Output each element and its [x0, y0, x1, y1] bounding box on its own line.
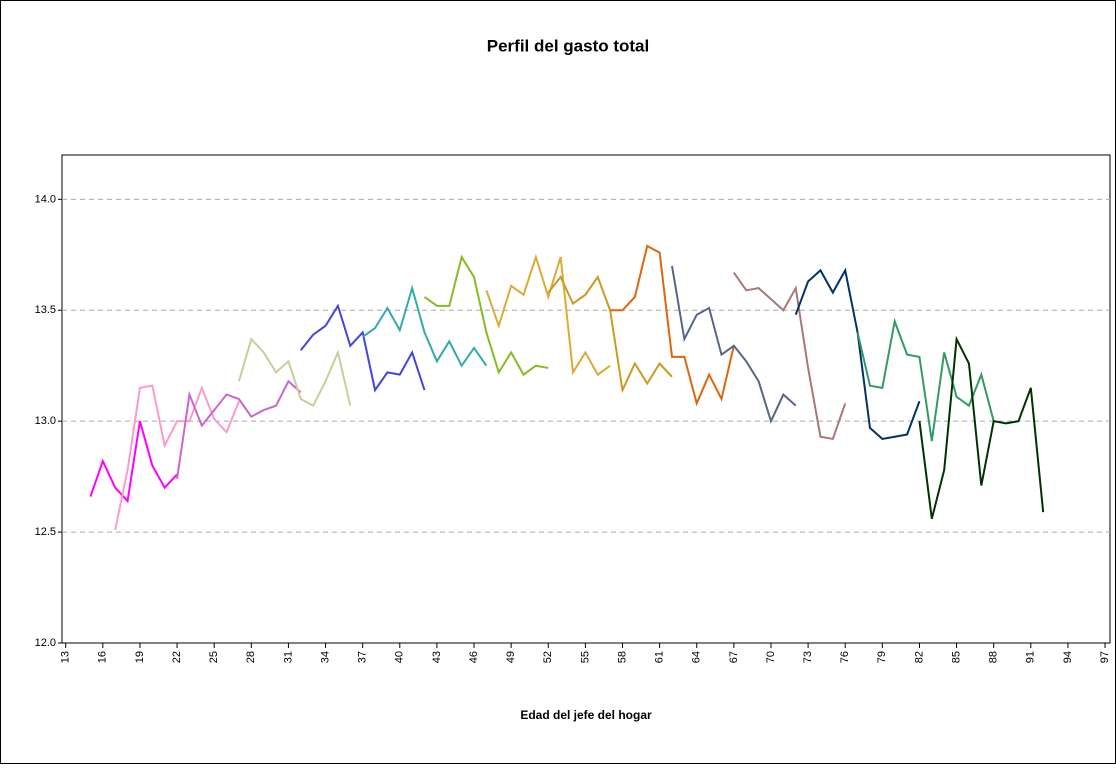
- series-line: [733, 271, 847, 441]
- x-tick-label: 19: [134, 651, 146, 663]
- series-line: [237, 337, 352, 408]
- series-line: [423, 254, 549, 377]
- x-tick-label: 16: [97, 651, 109, 663]
- x-tick-label: 34: [319, 651, 331, 663]
- x-tick-label: 88: [988, 651, 1000, 663]
- series-line: [114, 384, 240, 531]
- series-line: [362, 284, 488, 368]
- x-tick-label: 61: [654, 651, 666, 663]
- x-axis-label: Edad del jefe del hogar: [520, 708, 652, 722]
- x-tick-label: 28: [245, 651, 257, 663]
- x-tick-label: 67: [728, 651, 740, 663]
- y-tick-label: 12.5: [35, 526, 56, 538]
- x-tick-label: 43: [431, 651, 443, 663]
- x-tick-label: 52: [542, 651, 554, 663]
- x-tick-label: 40: [394, 651, 406, 663]
- x-tick-label: 55: [579, 651, 591, 663]
- series-line: [485, 253, 611, 377]
- x-tick-label: 25: [208, 651, 220, 663]
- x-tick-label: 82: [913, 651, 925, 663]
- x-tick-label: 46: [468, 651, 480, 663]
- x-tick-label: 73: [802, 651, 814, 663]
- x-tick-label: 49: [505, 651, 517, 663]
- series-line: [918, 335, 1045, 520]
- x-tick-label: 22: [171, 651, 183, 663]
- x-tick-label: 58: [616, 651, 628, 663]
- series-line: [300, 303, 426, 393]
- x-tick-label: 79: [876, 651, 888, 663]
- series-line: [856, 317, 995, 442]
- y-tick-label: 14.0: [35, 193, 56, 205]
- x-tick-label: 76: [839, 651, 851, 663]
- x-tick-label: 70: [765, 651, 777, 663]
- x-tick-label: 37: [357, 651, 369, 663]
- series-line: [176, 379, 302, 480]
- y-tick-label: 12.0: [35, 637, 56, 649]
- x-tick-label: 97: [1099, 651, 1111, 663]
- chart-title: Perfil del gasto total: [487, 36, 649, 55]
- x-tick-label: 85: [950, 651, 962, 663]
- y-tick-label: 13.0: [35, 415, 56, 427]
- x-tick-label: 64: [691, 651, 703, 663]
- x-tick-label: 91: [1025, 651, 1037, 663]
- series-line: [671, 265, 797, 424]
- series-line: [89, 420, 178, 504]
- x-tick-label: 31: [282, 651, 294, 663]
- x-tick-label: 94: [1062, 651, 1074, 663]
- series-line: [610, 244, 735, 407]
- x-tick-label: 13: [60, 651, 72, 663]
- plot-area: [61, 154, 1111, 644]
- y-tick-label: 13.5: [35, 304, 56, 316]
